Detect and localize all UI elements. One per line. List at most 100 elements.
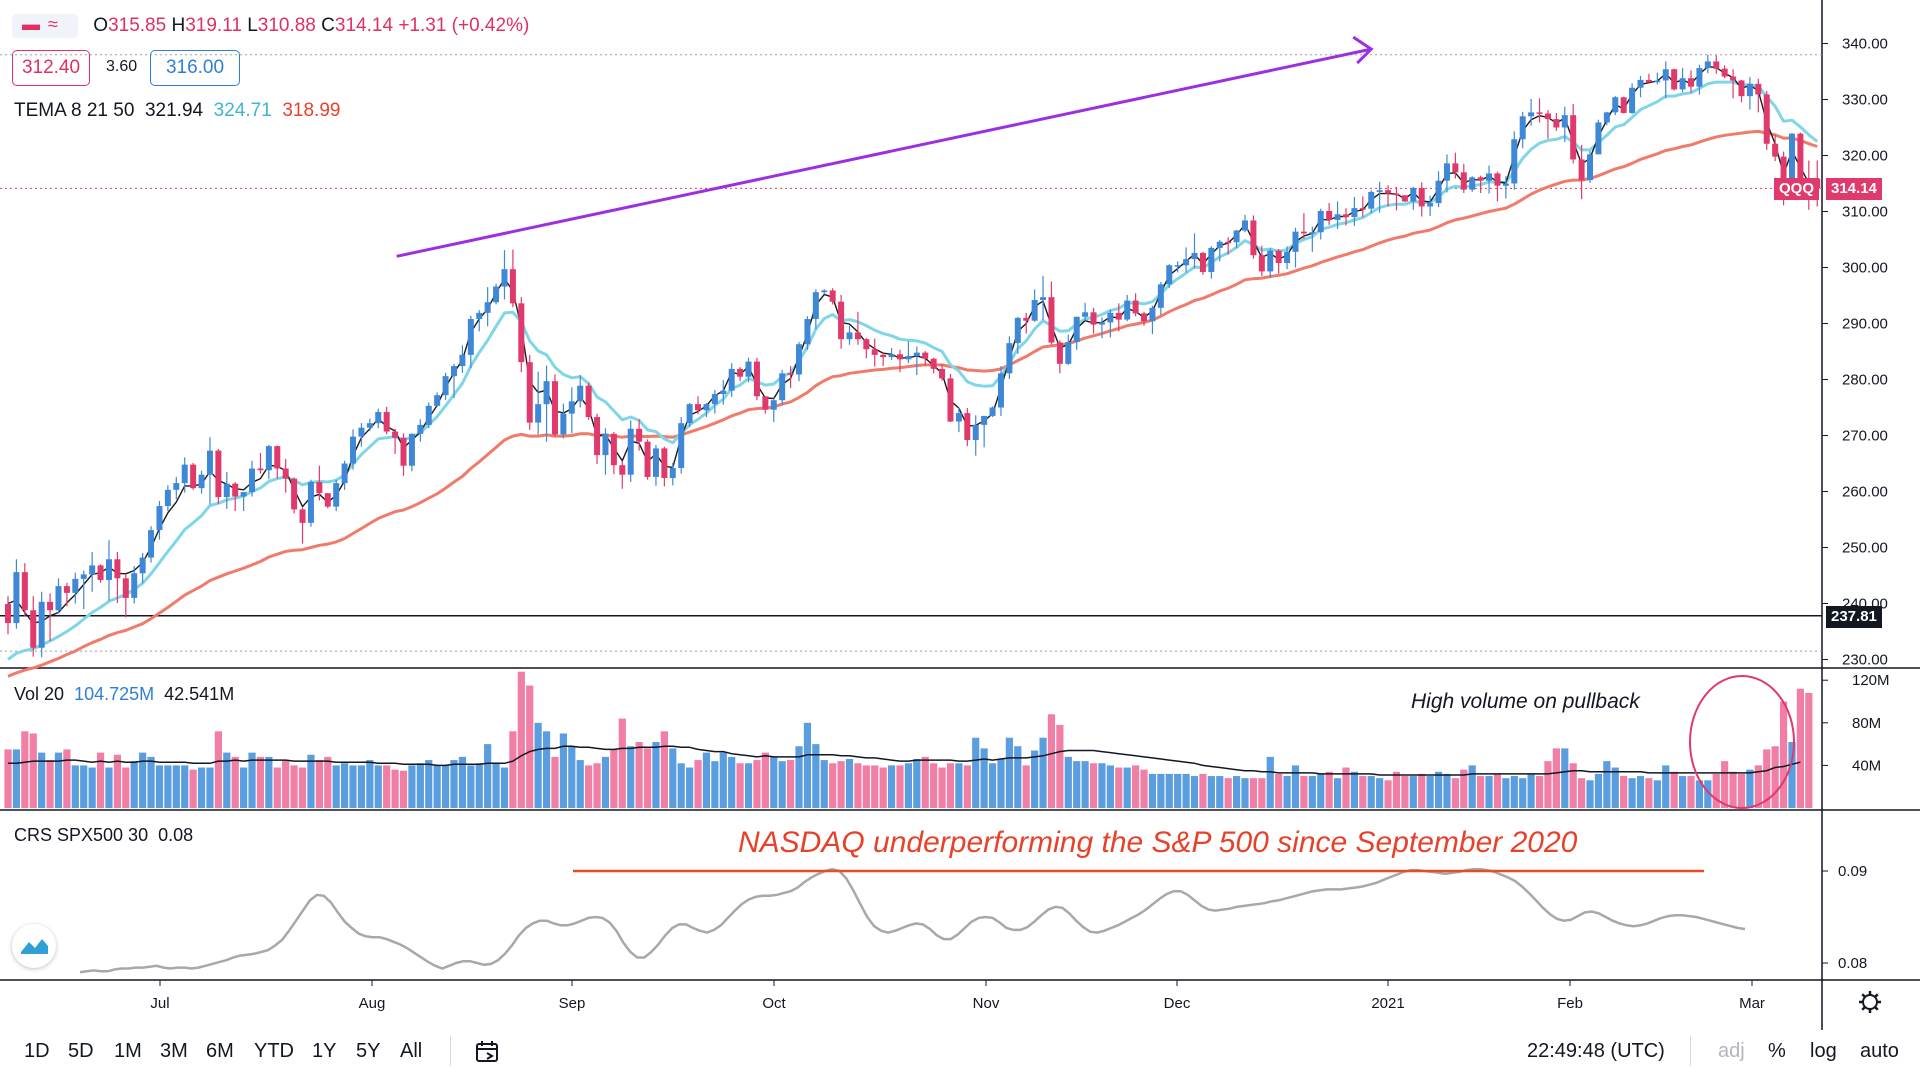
volume-bar (1350, 771, 1358, 808)
low-label: L (247, 15, 258, 37)
timeframe-ytd[interactable]: YTD (254, 1040, 294, 1062)
volume-bar (1653, 780, 1661, 808)
percent-toggle[interactable]: % (1768, 1040, 1786, 1062)
volume-bar (1300, 776, 1308, 808)
candle-body (1603, 112, 1610, 123)
candle-body (1401, 195, 1408, 202)
volume-bar (1367, 776, 1375, 808)
volume-bar (1527, 773, 1535, 808)
symbol-style-icon[interactable]: ▬ ≈ (12, 14, 78, 38)
candle-body (1014, 317, 1021, 344)
candle-body (1107, 312, 1114, 323)
tradingview-logo-icon[interactable] (12, 924, 56, 968)
settings-gear-icon[interactable] (1859, 991, 1881, 1013)
volume-bar (416, 763, 424, 808)
volume-bar (349, 765, 357, 808)
volume-bar (1283, 776, 1291, 808)
candle-body (989, 407, 996, 416)
candle-body (905, 355, 912, 360)
volume-bar (534, 722, 542, 808)
adj-toggle[interactable]: adj (1718, 1040, 1745, 1062)
tema-value-1: 321.94 (144, 100, 204, 121)
candle-body (947, 378, 954, 422)
candle-body (89, 565, 96, 575)
candle-body (400, 437, 407, 466)
candle-body (366, 423, 373, 428)
timeframe-5d[interactable]: 5D (68, 1040, 94, 1062)
timeframe-5y[interactable]: 5Y (356, 1040, 381, 1062)
candle-body (1696, 68, 1703, 87)
candle-body (190, 464, 197, 489)
timeframe-1y[interactable]: 1Y (312, 1040, 337, 1062)
candle-body (1082, 312, 1089, 317)
volume-bar (702, 752, 711, 808)
auto-toggle[interactable]: auto (1860, 1040, 1899, 1062)
volume-bar (324, 756, 332, 808)
volume-bar (1317, 773, 1325, 808)
price-tick-label: 230.00 (1842, 652, 1888, 669)
candle-body (80, 574, 87, 579)
volume-bar (1089, 763, 1098, 808)
volume-bar (315, 760, 323, 808)
candle-body (333, 483, 340, 507)
time-tick-label: Jul (150, 995, 169, 1012)
crs-legend[interactable]: CRS SPX500 30 0.08 (14, 825, 193, 846)
volume-legend[interactable]: Vol 20 104.725M 42.541M (14, 684, 234, 705)
candle-body (417, 424, 424, 434)
candle-body (1351, 208, 1358, 218)
volume-bar (980, 748, 988, 808)
candle-body (1620, 97, 1627, 113)
volume-bar (778, 761, 786, 808)
volume-value: 104.725M (74, 684, 155, 704)
timeframe-1m[interactable]: 1M (114, 1040, 142, 1062)
tema-legend[interactable]: TEMA 8 21 50 321.94 324.71 318.99 (14, 100, 340, 122)
volume-bar (1788, 741, 1796, 808)
timeframe-6m[interactable]: 6M (206, 1040, 234, 1062)
volume-bar (475, 763, 483, 808)
candle-body (1797, 133, 1804, 179)
sell-price-button[interactable]: 312.40 (12, 50, 90, 86)
utc-clock[interactable]: 22:49:48 (UTC) (1527, 1040, 1665, 1062)
candle-body (139, 557, 146, 574)
candle-body (796, 344, 803, 375)
candle-body (577, 385, 584, 402)
log-toggle[interactable]: log (1810, 1040, 1837, 1062)
candle-body (307, 481, 314, 523)
volume-bar (1636, 776, 1645, 808)
candle-body (1233, 230, 1240, 243)
price-tick-label: 280.00 (1842, 372, 1888, 389)
candle-body (5, 604, 11, 624)
volume-bar (88, 767, 96, 808)
buy-price-button[interactable]: 316.00 (150, 50, 240, 86)
candle-body (1561, 115, 1568, 128)
candle-body (1738, 80, 1745, 97)
candle-body (1494, 173, 1501, 186)
candle-body (1300, 231, 1307, 234)
candle-body (720, 390, 727, 395)
candle-body (728, 368, 735, 391)
timeframe-1d[interactable]: 1D (24, 1040, 50, 1062)
volume-bar (1359, 776, 1367, 808)
timeframe-all[interactable]: All (400, 1040, 423, 1062)
tema-50-line (7, 129, 1818, 678)
volume-bar (1477, 776, 1485, 808)
volume-bar (1140, 769, 1148, 808)
candle-body (753, 361, 760, 397)
candle-body (156, 506, 163, 531)
date-range-icon[interactable] (474, 1040, 500, 1070)
volume-bar (181, 765, 189, 808)
timeframe-3m[interactable]: 3M (160, 1040, 188, 1062)
volume-bar (441, 765, 450, 808)
volume-bar (1796, 688, 1804, 808)
candle-body (1191, 252, 1198, 260)
volume-bar (1578, 778, 1586, 808)
volume-bar (54, 752, 63, 808)
candle-body (1031, 299, 1038, 321)
volume-bar (1502, 778, 1510, 808)
candle-body (955, 413, 962, 422)
volume-bar (1266, 756, 1274, 808)
gear-ring (1862, 994, 1878, 1010)
volume-bar (1519, 778, 1527, 808)
candle-body (1587, 154, 1594, 181)
